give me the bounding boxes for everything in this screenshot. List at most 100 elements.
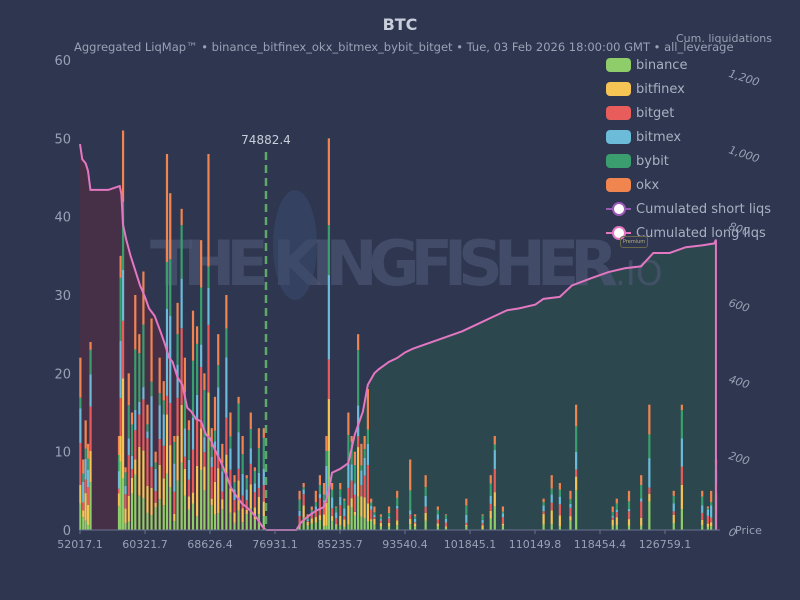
liq-bar-segment: [237, 403, 240, 433]
liq-bar-segment: [569, 516, 572, 521]
liq-bar-segment: [207, 266, 210, 289]
liq-bar-segment: [127, 373, 130, 406]
liq-bar-segment: [366, 429, 370, 444]
liq-bar-segment: [142, 450, 145, 499]
legend-item-cumulated-short-liqs[interactable]: Cumulated short liqs: [606, 197, 771, 221]
liq-bar-segment: [183, 391, 186, 429]
liq-bar-segment: [396, 505, 399, 509]
legend-item-cumulated-long-liqs[interactable]: Cumulated long liqs: [606, 221, 771, 245]
liq-bar-segment: [162, 445, 165, 479]
legend-item-bitget[interactable]: bitget: [606, 101, 771, 125]
legend-item-bitfinex[interactable]: bitfinex: [606, 77, 771, 101]
liq-bar-segment: [387, 518, 391, 523]
liq-bar-segment: [84, 520, 87, 530]
liq-bar-segment: [331, 520, 334, 530]
liq-bar-segment: [138, 401, 141, 415]
liq-bar-segment: [360, 496, 363, 517]
liq-bar-segment: [465, 524, 468, 527]
liq-bar-segment: [200, 366, 203, 429]
liq-bar-segment: [343, 508, 346, 517]
liq-bar-segment: [327, 274, 330, 360]
liq-bar-segment: [331, 508, 334, 517]
x-tick-label: 93540.4: [382, 538, 428, 551]
liq-bar-segment: [253, 519, 256, 530]
liq-bar-segment: [203, 490, 206, 530]
liq-bar-segment: [648, 458, 651, 488]
liq-bar-segment: [370, 520, 373, 530]
liq-bar-segment: [203, 437, 206, 453]
liq-bar-segment: [550, 502, 553, 511]
cumulated-long-liqs-line: [79, 143, 267, 531]
liq-bar-segment: [314, 502, 317, 507]
liq-bar-segment: [262, 437, 265, 469]
liq-bar-segment: [396, 520, 399, 526]
legend-item-bitmex[interactable]: bitmex: [606, 125, 771, 149]
liq-bar-segment: [253, 470, 256, 484]
liq-bar-segment: [117, 454, 121, 472]
liq-bar-segment: [363, 475, 366, 498]
liq-bar-segment: [119, 398, 122, 437]
liq-bar-segment: [187, 479, 191, 497]
liq-bar-segment: [575, 490, 578, 530]
liq-bar-segment: [146, 404, 149, 425]
liq-bar-segment: [542, 514, 545, 525]
liq-bar-segment: [493, 492, 496, 507]
liq-bar-segment: [158, 405, 161, 440]
liq-bar-segment: [444, 518, 448, 523]
liq-bar-segment: [701, 512, 704, 520]
liq-bar-segment: [706, 523, 709, 527]
chart-legend: binance bitfinex bitget bitmex bybit okx Cumul…: [606, 53, 771, 245]
liq-bar-segment: [183, 495, 186, 530]
liq-bar-segment: [489, 483, 492, 496]
liq-bar-segment: [360, 443, 363, 466]
liq-bar-segment: [550, 488, 553, 495]
liq-bar-segment: [213, 481, 217, 515]
liq-bar-segment: [262, 468, 265, 486]
liq-bar-segment: [424, 487, 427, 496]
liq-bar-segment: [121, 201, 125, 270]
liq-bar-segment: [322, 483, 326, 495]
liq-bar-segment: [117, 436, 121, 455]
liq-bar-segment: [203, 452, 206, 467]
liq-bar-segment: [210, 446, 213, 457]
liq-bar-segment: [542, 498, 545, 503]
liq-bar-segment: [86, 525, 90, 530]
liq-bar-segment: [396, 497, 399, 506]
liq-bar-segment: [501, 523, 505, 526]
liq-bar-segment: [444, 526, 448, 528]
liq-bar-segment: [183, 428, 186, 457]
liq-bar-segment: [134, 430, 137, 460]
liq-bar-segment: [306, 518, 309, 520]
liq-bar-segment: [353, 494, 356, 512]
liq-bar-segment: [200, 287, 203, 345]
liq-bar-segment: [187, 496, 191, 510]
liq-bar-segment: [249, 463, 252, 485]
liq-bar-segment: [436, 526, 439, 530]
liq-bar-segment: [627, 511, 631, 520]
liq-bar-segment: [79, 408, 82, 443]
legend-label: bitfinex: [636, 81, 685, 97]
liq-bar-segment: [134, 295, 137, 350]
liq-bar-segment: [550, 510, 553, 525]
liq-bar-segment: [569, 520, 572, 530]
legend-item-okx[interactable]: okx: [606, 173, 771, 197]
liq-bar-segment: [253, 483, 256, 493]
liq-bar-segment: [409, 514, 412, 520]
liq-bar-segment: [575, 426, 578, 452]
liq-bar-segment: [245, 509, 248, 515]
liq-bar-segment: [237, 480, 240, 511]
liq-bar-segment: [176, 302, 179, 335]
liq-bar-segment: [558, 496, 561, 505]
y2-tick-label: 200: [727, 449, 751, 468]
liq-bar-segment: [162, 400, 165, 415]
liq-bar-segment: [424, 520, 427, 530]
liq-bar-segment: [249, 448, 252, 464]
liq-bar-segment: [379, 514, 383, 517]
liq-bar-segment: [127, 438, 130, 456]
legend-item-binance[interactable]: binance: [606, 53, 771, 77]
liq-bar-segment: [373, 506, 376, 513]
liq-bar-segment: [314, 509, 317, 518]
legend-item-bybit[interactable]: bybit: [606, 149, 771, 173]
liq-bar-segment: [146, 486, 149, 513]
liq-bar-segment: [162, 414, 165, 446]
